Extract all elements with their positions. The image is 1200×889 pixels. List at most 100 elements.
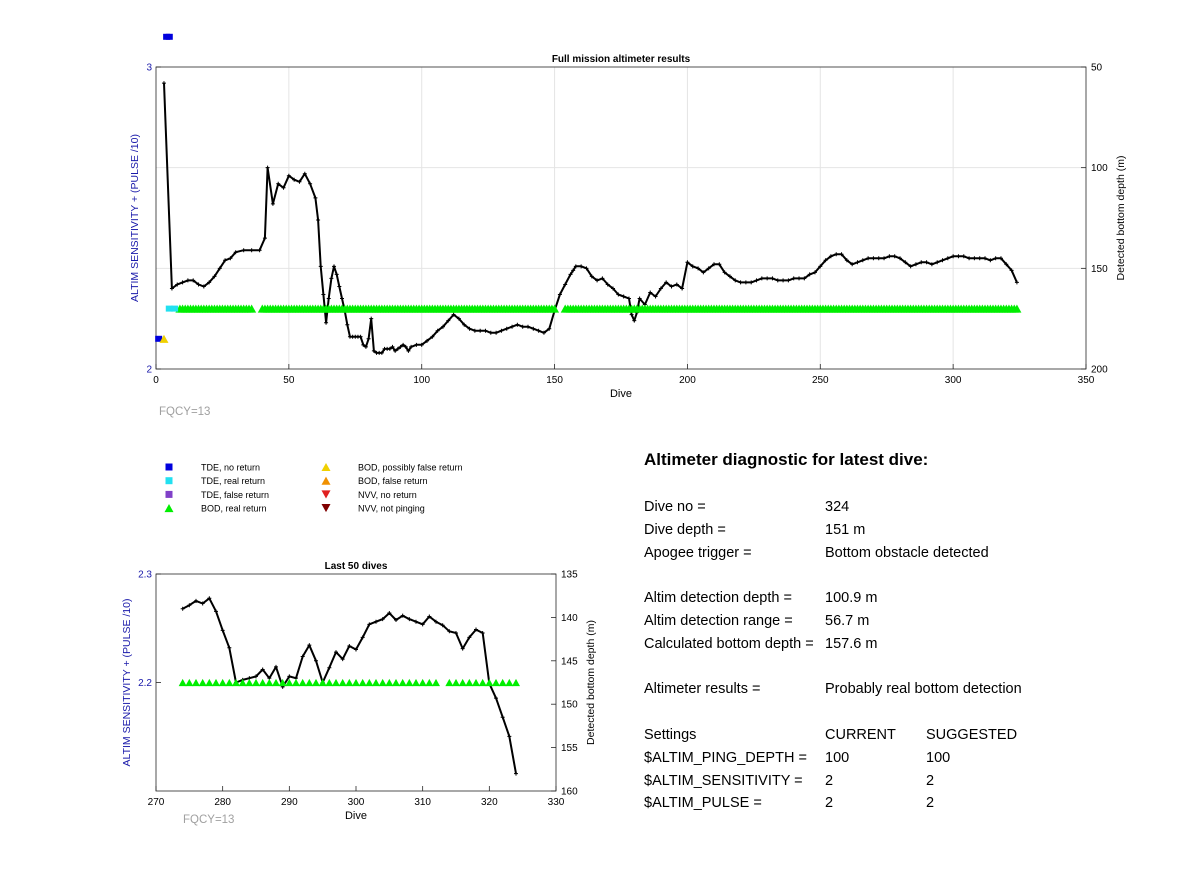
y-right-tick-label: 100 — [1091, 163, 1108, 174]
x-tick-label: 100 — [413, 375, 430, 386]
depth-point — [629, 312, 634, 317]
depth-point — [818, 264, 823, 269]
chart-title: Last 50 dives — [325, 561, 388, 572]
depth-point — [664, 280, 669, 285]
depth-point — [334, 272, 339, 277]
depth-point — [187, 603, 192, 608]
results-row: Altimeter results = Probably real bottom… — [644, 678, 1184, 701]
depth-point — [908, 264, 913, 269]
current-label: CURRENT — [825, 726, 896, 743]
depth-point — [318, 264, 323, 269]
x-axis-label: Dive — [345, 810, 367, 822]
legend-item: BOD, false return — [321, 476, 428, 486]
depth-point — [775, 278, 780, 283]
fqcy-label: FQCY=13 — [159, 406, 210, 418]
legend-marker — [165, 490, 173, 498]
calculated-depth-row: Calculated bottom depth = 157.6 m — [644, 633, 1184, 656]
depth-point — [1009, 268, 1014, 273]
depth-point — [802, 276, 807, 281]
depth-point — [314, 658, 318, 663]
depth-point — [557, 292, 562, 297]
depth-point — [326, 296, 331, 301]
depth-point — [589, 274, 594, 279]
depth-point — [1004, 262, 1009, 267]
bod-real-return-marker — [398, 678, 407, 687]
depth-point — [531, 326, 536, 331]
y-right-axis-label: Detected bottom depth (m) — [1115, 156, 1127, 281]
depth-point — [361, 342, 366, 347]
legend-label: TDE, false return — [201, 490, 269, 500]
bod-real-return-marker — [458, 678, 467, 687]
depth-point — [337, 284, 342, 289]
tde-marker — [155, 335, 163, 342]
depth-point — [850, 262, 855, 267]
x-tick-label: 0 — [153, 375, 159, 386]
depth-point — [478, 328, 483, 333]
bod-real-return-marker — [550, 304, 560, 313]
depth-point — [270, 201, 275, 206]
depth-point — [308, 181, 313, 186]
depth-point — [584, 266, 589, 271]
bod-real-return-marker — [512, 678, 520, 687]
depth-point — [390, 344, 395, 349]
apogee-row: Apogee trigger = Bottom obstacle detecte… — [644, 542, 1184, 565]
depth-point — [510, 324, 515, 329]
depth-point — [935, 260, 940, 265]
depth-point — [220, 628, 225, 633]
depth-point — [494, 330, 499, 335]
depth-point — [472, 328, 477, 333]
depth-point — [977, 256, 982, 261]
depth-point — [414, 619, 418, 624]
depth-point — [257, 248, 262, 253]
depth-point — [281, 185, 286, 190]
depth-point — [207, 280, 212, 285]
depth-point — [483, 328, 488, 333]
bod-real-return-marker — [425, 678, 434, 687]
depth-point — [903, 260, 908, 265]
depth-point — [409, 344, 414, 349]
depth-point — [600, 276, 605, 281]
depth-point — [571, 268, 576, 273]
calculated-depth-label: Calculated bottom depth = — [644, 635, 814, 652]
setting-current: 100 — [825, 749, 850, 766]
settings-label: Settings — [644, 726, 697, 743]
depth-point — [394, 618, 398, 623]
depth-point — [332, 264, 337, 269]
depth-point — [462, 322, 467, 327]
bod-real-return-marker — [178, 678, 187, 687]
depth-point — [940, 258, 945, 263]
bod-real-return-marker — [505, 678, 514, 687]
depth-point — [871, 256, 876, 261]
setting-current: 2 — [825, 795, 834, 812]
depth-point — [727, 274, 732, 279]
bod-real-return-marker — [358, 678, 367, 687]
tde-marker — [165, 33, 173, 40]
x-tick-label: 350 — [1078, 375, 1095, 386]
series-bod-possibly-false-return — [159, 334, 169, 343]
x-tick-label: 290 — [281, 797, 298, 808]
depth-point — [876, 256, 881, 261]
depth-point — [194, 598, 198, 603]
bod-real-return-marker — [318, 678, 327, 687]
depth-point — [738, 280, 743, 285]
bod-real-return-marker — [465, 678, 474, 687]
depth-point — [611, 286, 616, 291]
depth-point — [414, 342, 419, 347]
bod-marker — [159, 334, 169, 343]
depth-point — [191, 278, 196, 283]
legend-item: TDE, false return — [165, 490, 269, 500]
depth-point — [327, 665, 332, 670]
diagnostic-title: Altimeter diagnostic for latest dive: — [644, 450, 929, 469]
depth-point — [499, 328, 504, 333]
depth-point — [292, 177, 297, 182]
depth-point — [401, 342, 406, 347]
depth-point — [653, 294, 658, 299]
depth-point — [185, 278, 190, 283]
setting-row-pulse: $ALTIM_PULSE = 2 2 — [644, 792, 1184, 815]
depth-point — [467, 635, 472, 640]
depth-point — [233, 250, 238, 255]
depth-point — [474, 627, 478, 632]
depth-point — [260, 667, 265, 672]
depth-point — [360, 635, 365, 640]
